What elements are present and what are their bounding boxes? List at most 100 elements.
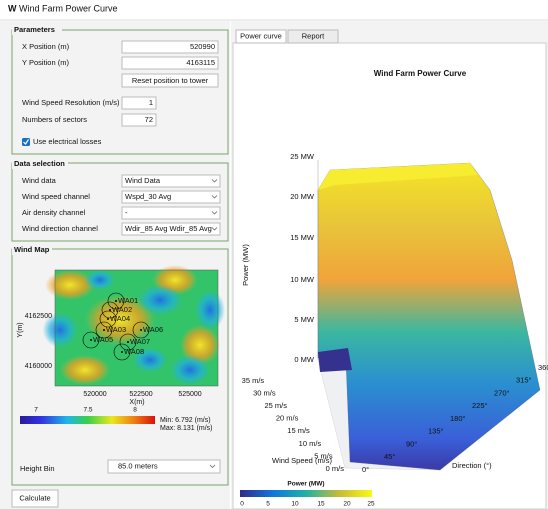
speed-colorbar	[20, 416, 155, 424]
direction-tick-label: 270°	[494, 388, 510, 397]
direction-tick-label: 315°	[516, 376, 532, 385]
x-tick-label: 525000	[178, 391, 201, 398]
turbine-label: WA05	[93, 335, 113, 344]
tab-label: Report	[302, 31, 325, 40]
turbine-marker[interactable]	[127, 341, 129, 343]
direction-tick-label: 180°	[450, 414, 466, 423]
max-label: Max: 8.131 (m/s)	[160, 425, 213, 432]
turbine-marker[interactable]	[115, 300, 117, 302]
colorbar-tick-label: 25	[367, 501, 375, 508]
height-bin-label: Height Bin	[20, 464, 55, 473]
z-tick-label: 20 MW	[290, 192, 315, 201]
field-label: Y Position (m)	[22, 58, 69, 67]
app-window: W Wind Farm Power Curve Parameters X Posi…	[0, 0, 548, 509]
x-tick-label: 520000	[83, 391, 106, 398]
colorbar-tick-label: 7	[34, 407, 38, 414]
dropdown-value: 85.0 meters	[118, 461, 158, 470]
z-axis-label: Power (MW)	[241, 244, 250, 286]
colorbar-tick-label: 20	[343, 501, 351, 508]
speed-tick-label: 10 m/s	[299, 439, 322, 448]
field-label: Wind direction channel	[22, 224, 98, 233]
turbine-marker[interactable]	[107, 318, 109, 320]
reset-button-label: Reset position to tower	[132, 76, 209, 85]
turbine-marker[interactable]	[90, 339, 92, 341]
dropdown-value: Wdir_85 Avg Wdir_85 Avg	[125, 224, 212, 233]
colorbar-title: Power (MW)	[287, 481, 324, 488]
y-axis-label: Y(m)	[17, 322, 24, 337]
speed-tick-label: 0 m/s	[326, 464, 345, 473]
speed-axis-label: Wind Speed (m/s)	[272, 456, 333, 465]
colorbar-tick-label: 8	[133, 407, 137, 414]
chart-title: Wind Farm Power Curve	[374, 69, 467, 78]
z-tick-label: 15 MW	[290, 233, 315, 242]
calculate-button-label: Calculate	[19, 493, 50, 502]
turbine-marker[interactable]	[103, 329, 105, 331]
field-label: X Position (m)	[22, 42, 70, 51]
colorbar-tick-label: 10	[291, 501, 299, 508]
speed-tick-label: 30 m/s	[253, 388, 276, 397]
power-colorbar	[240, 490, 372, 497]
direction-tick-label: 360°	[538, 363, 548, 372]
group-title: Wind Map	[14, 245, 50, 254]
colorbar-tick-label: 7.5	[83, 407, 92, 414]
app-icon: W	[8, 3, 17, 13]
turbine-label: WA07	[130, 337, 150, 346]
colorbar-tick-label: 0	[240, 501, 244, 508]
field-label: Air density channel	[22, 208, 86, 217]
turbine-label: WA08	[124, 347, 144, 356]
wind-map-blob	[170, 355, 210, 385]
wind-map-blob	[60, 355, 110, 385]
left-panel	[0, 21, 230, 509]
wind-map-blob	[195, 290, 225, 330]
colorbar-tick-label: 15	[317, 501, 325, 508]
z-tick-label: 10 MW	[290, 275, 315, 284]
direction-tick-label: 135°	[428, 427, 444, 436]
y-tick-label: 4162500	[25, 313, 52, 320]
speed-tick-label: 20 m/s	[276, 414, 299, 423]
field-label: Wind data	[22, 176, 57, 185]
speed-tick-label: 35 m/s	[242, 376, 265, 385]
field-label: Wind Speed Resolution (m/s)	[22, 98, 120, 107]
turbine-marker[interactable]	[140, 329, 142, 331]
turbine-label: WA01	[118, 296, 138, 305]
window-title: Wind Farm Power Curve	[19, 3, 118, 13]
direction-tick-label: 0°	[362, 465, 369, 474]
y-tick-label: 4160000	[25, 363, 52, 370]
direction-tick-label: 45°	[384, 452, 395, 461]
speed-tick-label: 25 m/s	[264, 401, 287, 410]
colorbar-tick-label: 5	[266, 501, 270, 508]
field-value: 520990	[190, 42, 215, 51]
z-tick-label: 5 MW	[294, 315, 315, 324]
direction-axis-label: Direction (°)	[452, 461, 492, 470]
speed-tick-label: 15 m/s	[287, 426, 310, 435]
z-tick-label: 25 MW	[290, 152, 315, 161]
field-value: 72	[145, 115, 153, 124]
turbine-label: WA02	[112, 305, 132, 314]
group-title: Data selection	[14, 159, 65, 168]
group-title: Parameters	[14, 25, 55, 34]
dropdown[interactable]	[122, 207, 220, 219]
turbine-label: WA06	[143, 325, 163, 334]
dropdown-value: Wind Data	[125, 176, 161, 185]
wind-map-blob	[138, 285, 183, 315]
turbine-marker[interactable]	[121, 351, 123, 353]
direction-tick-label: 90°	[406, 439, 417, 448]
z-tick-label: 0 MW	[294, 355, 315, 364]
field-label: Wind speed channel	[22, 192, 90, 201]
field-label: Numbers of sectors	[22, 115, 87, 124]
field-value: 1	[149, 98, 153, 107]
checkbox[interactable]	[22, 138, 30, 146]
turbine-label: WA03	[106, 325, 126, 334]
wind-map-blob	[85, 270, 115, 290]
direction-tick-label: 225°	[472, 401, 488, 410]
x-axis-label: X(m)	[129, 399, 144, 406]
field-value: 4163115	[186, 58, 215, 67]
min-label: Min: 6.792 (m/s)	[160, 417, 211, 424]
surface-low-region	[318, 348, 352, 372]
turbine-label: WA04	[110, 314, 130, 323]
tab-label: Power curve	[240, 31, 282, 40]
checkbox-label: Use electrical losses	[33, 137, 102, 146]
turbine-marker[interactable]	[109, 309, 111, 311]
x-tick-label: 522500	[129, 391, 152, 398]
dropdown-value: Wspd_30 Avg	[125, 192, 171, 201]
